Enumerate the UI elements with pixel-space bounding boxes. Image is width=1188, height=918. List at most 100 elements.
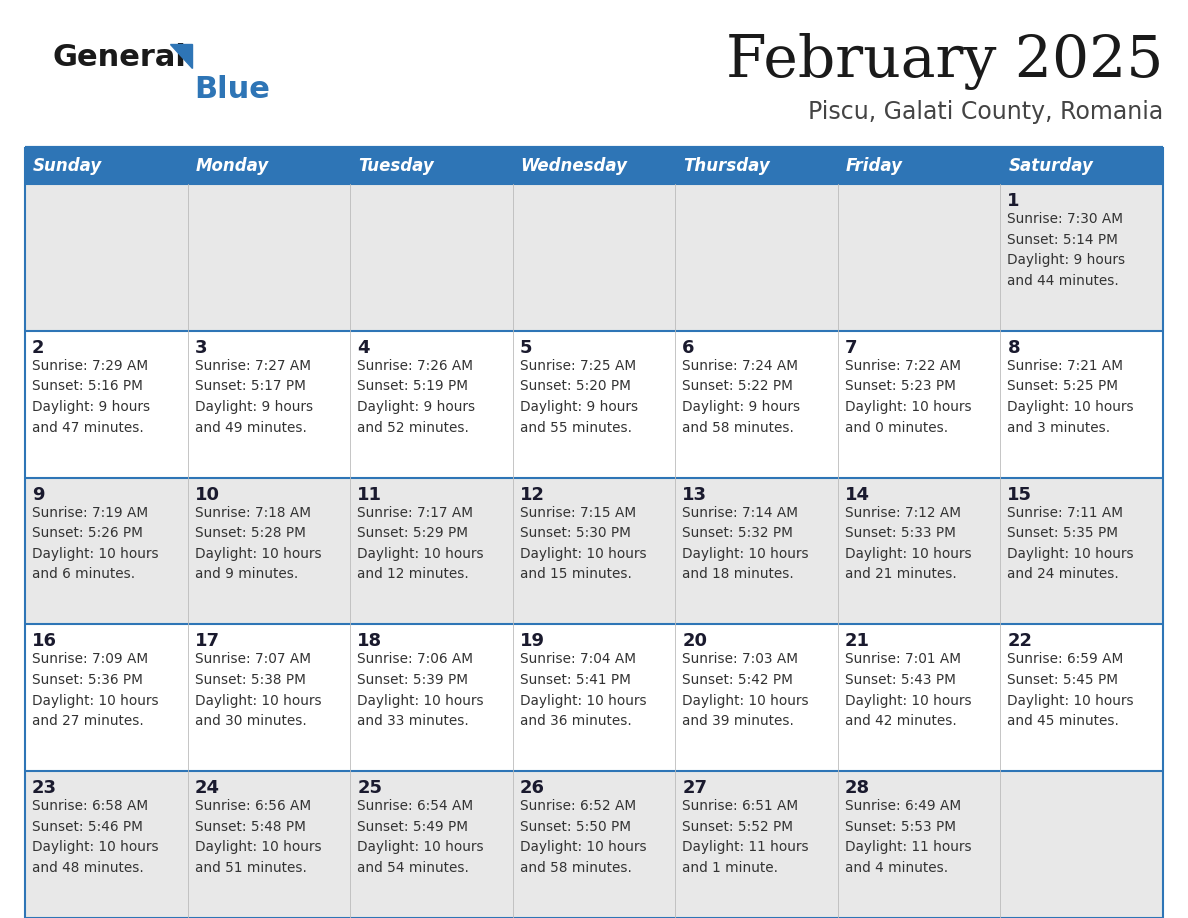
Text: Sunrise: 7:17 AM
Sunset: 5:29 PM
Daylight: 10 hours
and 12 minutes.: Sunrise: 7:17 AM Sunset: 5:29 PM Dayligh… <box>358 506 484 581</box>
Bar <box>513 477 675 624</box>
Bar <box>25 330 188 477</box>
Bar <box>1000 771 1163 918</box>
Bar <box>675 148 838 184</box>
Bar <box>513 148 675 184</box>
Bar <box>188 330 350 477</box>
Text: 14: 14 <box>845 486 870 504</box>
Bar <box>838 477 1000 624</box>
Text: 24: 24 <box>195 779 220 797</box>
Text: 17: 17 <box>195 633 220 650</box>
Text: Sunrise: 6:49 AM
Sunset: 5:53 PM
Daylight: 11 hours
and 4 minutes.: Sunrise: 6:49 AM Sunset: 5:53 PM Dayligh… <box>845 800 972 875</box>
Text: Sunrise: 6:54 AM
Sunset: 5:49 PM
Daylight: 10 hours
and 54 minutes.: Sunrise: 6:54 AM Sunset: 5:49 PM Dayligh… <box>358 800 484 875</box>
Text: Sunrise: 7:21 AM
Sunset: 5:25 PM
Daylight: 10 hours
and 3 minutes.: Sunrise: 7:21 AM Sunset: 5:25 PM Dayligh… <box>1007 359 1135 434</box>
Text: Monday: Monday <box>196 157 268 175</box>
Bar <box>350 771 513 918</box>
Text: Sunrise: 7:22 AM
Sunset: 5:23 PM
Daylight: 10 hours
and 0 minutes.: Sunrise: 7:22 AM Sunset: 5:23 PM Dayligh… <box>845 359 972 434</box>
Text: Sunrise: 7:14 AM
Sunset: 5:32 PM
Daylight: 10 hours
and 18 minutes.: Sunrise: 7:14 AM Sunset: 5:32 PM Dayligh… <box>682 506 809 581</box>
Text: 20: 20 <box>682 633 707 650</box>
Bar <box>675 477 838 624</box>
Text: Sunrise: 6:52 AM
Sunset: 5:50 PM
Daylight: 10 hours
and 58 minutes.: Sunrise: 6:52 AM Sunset: 5:50 PM Dayligh… <box>519 800 646 875</box>
Bar <box>350 330 513 477</box>
Text: 25: 25 <box>358 779 383 797</box>
Bar <box>675 771 838 918</box>
Bar <box>675 330 838 477</box>
Bar <box>350 624 513 771</box>
Text: Sunrise: 6:59 AM
Sunset: 5:45 PM
Daylight: 10 hours
and 45 minutes.: Sunrise: 6:59 AM Sunset: 5:45 PM Dayligh… <box>1007 653 1135 728</box>
Text: Sunrise: 7:01 AM
Sunset: 5:43 PM
Daylight: 10 hours
and 42 minutes.: Sunrise: 7:01 AM Sunset: 5:43 PM Dayligh… <box>845 653 972 728</box>
Bar <box>25 148 188 184</box>
Text: Blue: Blue <box>194 75 270 105</box>
Bar <box>1000 148 1163 184</box>
Bar <box>188 771 350 918</box>
Text: Saturday: Saturday <box>1009 157 1093 175</box>
Text: Wednesday: Wednesday <box>520 157 627 175</box>
Text: Sunrise: 7:24 AM
Sunset: 5:22 PM
Daylight: 9 hours
and 58 minutes.: Sunrise: 7:24 AM Sunset: 5:22 PM Dayligh… <box>682 359 801 434</box>
Text: 13: 13 <box>682 486 707 504</box>
Text: Sunrise: 7:18 AM
Sunset: 5:28 PM
Daylight: 10 hours
and 9 minutes.: Sunrise: 7:18 AM Sunset: 5:28 PM Dayligh… <box>195 506 321 581</box>
Bar <box>1000 184 1163 330</box>
Text: 28: 28 <box>845 779 870 797</box>
Text: 7: 7 <box>845 339 858 357</box>
Text: Sunrise: 7:25 AM
Sunset: 5:20 PM
Daylight: 9 hours
and 55 minutes.: Sunrise: 7:25 AM Sunset: 5:20 PM Dayligh… <box>519 359 638 434</box>
Text: 3: 3 <box>195 339 207 357</box>
Text: Sunrise: 7:04 AM
Sunset: 5:41 PM
Daylight: 10 hours
and 36 minutes.: Sunrise: 7:04 AM Sunset: 5:41 PM Dayligh… <box>519 653 646 728</box>
Text: General: General <box>52 43 185 73</box>
Bar <box>675 184 838 330</box>
Bar <box>1000 330 1163 477</box>
Text: 12: 12 <box>519 486 545 504</box>
Bar <box>350 184 513 330</box>
Text: February 2025: February 2025 <box>726 33 1163 91</box>
Bar <box>838 771 1000 918</box>
Text: 26: 26 <box>519 779 545 797</box>
Bar <box>1000 624 1163 771</box>
Text: Tuesday: Tuesday <box>358 157 434 175</box>
Bar <box>188 477 350 624</box>
Text: 23: 23 <box>32 779 57 797</box>
Text: Piscu, Galati County, Romania: Piscu, Galati County, Romania <box>808 100 1163 124</box>
Bar <box>188 624 350 771</box>
Text: 21: 21 <box>845 633 870 650</box>
Text: 18: 18 <box>358 633 383 650</box>
Bar <box>25 771 188 918</box>
Bar <box>675 624 838 771</box>
Text: 9: 9 <box>32 486 44 504</box>
Text: Sunrise: 7:12 AM
Sunset: 5:33 PM
Daylight: 10 hours
and 21 minutes.: Sunrise: 7:12 AM Sunset: 5:33 PM Dayligh… <box>845 506 972 581</box>
Text: Sunrise: 7:26 AM
Sunset: 5:19 PM
Daylight: 9 hours
and 52 minutes.: Sunrise: 7:26 AM Sunset: 5:19 PM Dayligh… <box>358 359 475 434</box>
Bar <box>513 184 675 330</box>
Text: Sunrise: 6:56 AM
Sunset: 5:48 PM
Daylight: 10 hours
and 51 minutes.: Sunrise: 6:56 AM Sunset: 5:48 PM Dayligh… <box>195 800 321 875</box>
Text: 27: 27 <box>682 779 707 797</box>
Bar <box>838 148 1000 184</box>
Bar <box>838 184 1000 330</box>
Polygon shape <box>170 44 192 68</box>
Text: 19: 19 <box>519 633 545 650</box>
Bar <box>838 624 1000 771</box>
Text: Sunrise: 7:06 AM
Sunset: 5:39 PM
Daylight: 10 hours
and 33 minutes.: Sunrise: 7:06 AM Sunset: 5:39 PM Dayligh… <box>358 653 484 728</box>
Text: Sunday: Sunday <box>33 157 102 175</box>
Bar <box>350 477 513 624</box>
Text: 4: 4 <box>358 339 369 357</box>
Text: 5: 5 <box>519 339 532 357</box>
Bar <box>513 624 675 771</box>
Text: 11: 11 <box>358 486 383 504</box>
Bar <box>1000 477 1163 624</box>
Bar <box>25 624 188 771</box>
Bar <box>513 771 675 918</box>
Bar <box>513 330 675 477</box>
Text: 10: 10 <box>195 486 220 504</box>
Bar <box>25 477 188 624</box>
Text: Sunrise: 7:30 AM
Sunset: 5:14 PM
Daylight: 9 hours
and 44 minutes.: Sunrise: 7:30 AM Sunset: 5:14 PM Dayligh… <box>1007 212 1125 288</box>
Text: Sunrise: 7:03 AM
Sunset: 5:42 PM
Daylight: 10 hours
and 39 minutes.: Sunrise: 7:03 AM Sunset: 5:42 PM Dayligh… <box>682 653 809 728</box>
Bar <box>188 184 350 330</box>
Text: Thursday: Thursday <box>683 157 770 175</box>
Text: Friday: Friday <box>846 157 903 175</box>
Bar <box>350 148 513 184</box>
Text: Sunrise: 7:09 AM
Sunset: 5:36 PM
Daylight: 10 hours
and 27 minutes.: Sunrise: 7:09 AM Sunset: 5:36 PM Dayligh… <box>32 653 159 728</box>
Text: Sunrise: 7:29 AM
Sunset: 5:16 PM
Daylight: 9 hours
and 47 minutes.: Sunrise: 7:29 AM Sunset: 5:16 PM Dayligh… <box>32 359 150 434</box>
Text: 16: 16 <box>32 633 57 650</box>
Bar <box>838 330 1000 477</box>
Bar <box>25 184 188 330</box>
Text: 2: 2 <box>32 339 44 357</box>
Text: Sunrise: 7:07 AM
Sunset: 5:38 PM
Daylight: 10 hours
and 30 minutes.: Sunrise: 7:07 AM Sunset: 5:38 PM Dayligh… <box>195 653 321 728</box>
Text: 6: 6 <box>682 339 695 357</box>
Text: Sunrise: 6:51 AM
Sunset: 5:52 PM
Daylight: 11 hours
and 1 minute.: Sunrise: 6:51 AM Sunset: 5:52 PM Dayligh… <box>682 800 809 875</box>
